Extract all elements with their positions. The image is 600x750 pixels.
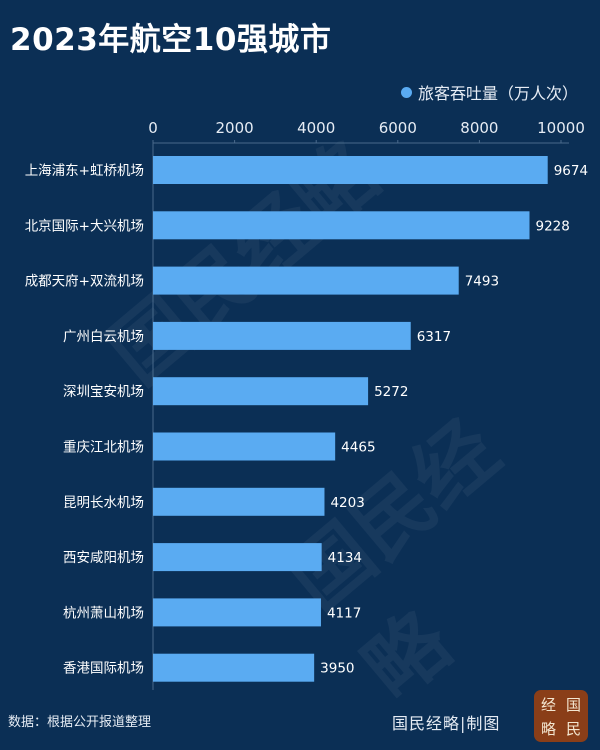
category-label: 重庆江北机场 xyxy=(63,440,144,456)
data-label: 7493 xyxy=(465,274,499,290)
data-label: 6317 xyxy=(417,329,451,345)
bar xyxy=(153,266,459,295)
legend-swatch xyxy=(400,86,412,98)
data-label: 4465 xyxy=(341,440,375,456)
bar xyxy=(153,377,369,406)
x-tick-label: 2000 xyxy=(216,119,254,137)
bar xyxy=(153,543,322,572)
data-label: 5272 xyxy=(374,384,408,400)
x-tick-label: 10000 xyxy=(537,119,585,137)
seal-char: 经 xyxy=(540,695,556,714)
x-tick-label: 0 xyxy=(148,119,158,137)
category-label: 上海浦东+虹桥机场 xyxy=(25,163,144,179)
x-tick-label: 4000 xyxy=(297,119,335,137)
seal-char: 略 xyxy=(540,719,556,738)
bar xyxy=(153,487,325,516)
seal-char: 民 xyxy=(565,719,581,738)
bar xyxy=(153,321,411,350)
bar xyxy=(153,598,321,627)
category-label: 广州白云机场 xyxy=(63,329,144,345)
data-label: 4203 xyxy=(330,495,364,511)
x-tick-label: 6000 xyxy=(379,119,417,137)
category-label: 深圳宝安机场 xyxy=(63,384,144,400)
category-label: 西安咸阳机场 xyxy=(63,550,144,566)
data-label: 4117 xyxy=(327,605,361,621)
data-label: 3950 xyxy=(320,661,354,677)
chart-title: 2023年航空10强城市 xyxy=(10,22,332,58)
data-source: 数据：根据公开报道整理 xyxy=(8,715,152,730)
bar xyxy=(153,156,548,184)
category-label: 昆明长水机场 xyxy=(63,495,144,511)
category-label: 香港国际机场 xyxy=(63,661,144,677)
category-label: 北京国际+大兴机场 xyxy=(25,218,144,234)
category-label: 成都天府+双流机场 xyxy=(25,274,144,290)
data-label: 9228 xyxy=(536,218,570,234)
bar-chart: 0 2000 4000 6000 8000 10000 上海浦东+虹桥机场 9674 北京国际+… xyxy=(25,119,588,690)
bar xyxy=(153,653,315,682)
legend-label: 旅客吞吐量（万人次） xyxy=(417,84,578,103)
seal-char: 国 xyxy=(565,695,581,714)
data-label: 9674 xyxy=(554,163,588,179)
bar xyxy=(153,432,336,461)
credit: 国民经略|制图 xyxy=(392,714,501,733)
data-label: 4134 xyxy=(328,550,362,566)
legend: 旅客吞吐量（万人次） xyxy=(400,80,578,104)
x-tick-label: 8000 xyxy=(460,119,498,137)
bar xyxy=(153,211,530,240)
logo-seal: 经 国 略 民 xyxy=(534,690,588,742)
category-label: 杭州萧山机场 xyxy=(63,605,144,621)
